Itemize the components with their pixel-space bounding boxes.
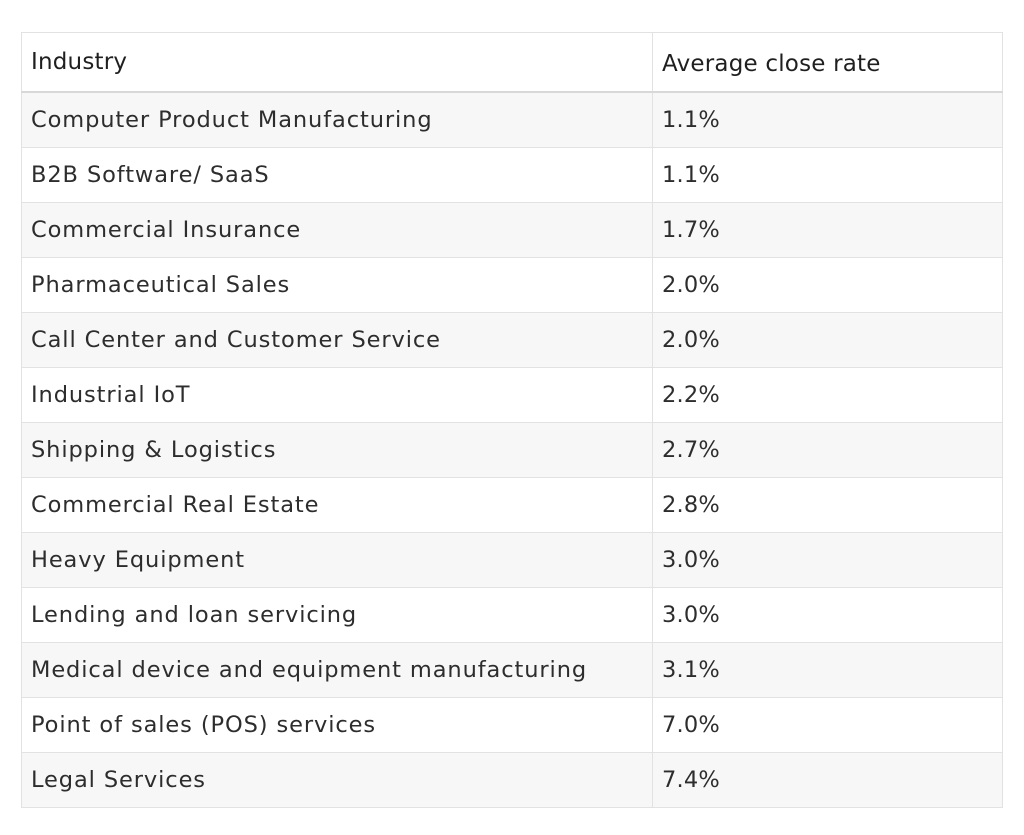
close-rate-cell: 3.0% [652,532,1003,588]
close-rate-cell: 2.0% [652,257,1003,313]
close-rate-cell: 2.7% [652,422,1003,478]
table-row: B2B Software/ SaaS 1.1% [21,147,1003,203]
close-rate-cell: 3.0% [652,587,1003,643]
industry-cell: B2B Software/ SaaS [21,147,653,203]
table-row: Commercial Real Estate 2.8% [21,477,1003,533]
industry-cell: Industrial IoT [21,367,653,423]
close-rate-cell: 2.2% [652,367,1003,423]
close-rate-cell: 3.1% [652,642,1003,698]
industry-cell: Lending and loan servicing [21,587,653,643]
industry-cell: Legal Services [21,752,653,808]
close-rate-cell: 1.1% [652,147,1003,203]
industry-cell: Point of sales (POS) services [21,697,653,753]
industry-cell: Shipping & Logistics [21,422,653,478]
close-rate-cell: 7.0% [652,697,1003,753]
table-row: Call Center and Customer Service 2.0% [21,312,1003,368]
table-row: Medical device and equipment manufacturi… [21,642,1003,698]
industry-cell: Computer Product Manufacturing [21,91,653,148]
table-row: Heavy Equipment 3.0% [21,532,1003,588]
table-row: Lending and loan servicing 3.0% [21,587,1003,643]
industry-cell: Commercial Insurance [21,202,653,258]
table-row: Industrial IoT 2.2% [21,367,1003,423]
industry-cell: Heavy Equipment [21,532,653,588]
header-row: Industry Average close rate [21,32,1003,93]
table-row: Shipping & Logistics 2.7% [21,422,1003,478]
industry-cell: Commercial Real Estate [21,477,653,533]
close-rate-table-container: Industry Average close rate Computer Pro… [21,32,1003,808]
close-rate-table: Industry Average close rate Computer Pro… [21,32,1003,808]
table-row: Commercial Insurance 1.7% [21,202,1003,258]
column-header-industry: Industry [21,32,653,93]
close-rate-cell: 2.8% [652,477,1003,533]
table-row: Point of sales (POS) services 7.0% [21,697,1003,753]
column-header-average-close-rate: Average close rate [652,32,1003,93]
table-row: Computer Product Manufacturing 1.1% [21,91,1003,148]
industry-cell: Pharmaceutical Sales [21,257,653,313]
table-row: Legal Services 7.4% [21,752,1003,808]
close-rate-cell: 1.1% [652,91,1003,148]
close-rate-cell: 7.4% [652,752,1003,808]
industry-cell: Medical device and equipment manufacturi… [21,642,653,698]
close-rate-cell: 1.7% [652,202,1003,258]
close-rate-cell: 2.0% [652,312,1003,368]
industry-cell: Call Center and Customer Service [21,312,653,368]
table-body: Computer Product Manufacturing 1.1% B2B So… [21,91,1003,808]
table-header: Industry Average close rate [21,32,1003,93]
table-row: Pharmaceutical Sales 2.0% [21,257,1003,313]
